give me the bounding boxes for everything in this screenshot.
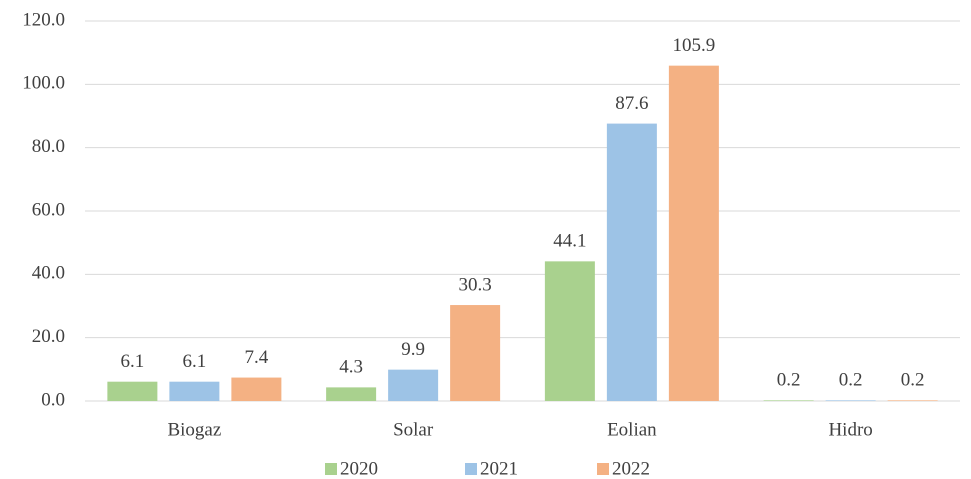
bar	[326, 387, 377, 401]
bar	[231, 377, 282, 401]
data-label: 105.9	[673, 35, 716, 56]
bar	[668, 65, 719, 402]
legend-label: 2021	[480, 458, 518, 479]
x-tick-label: Biogaz	[167, 419, 221, 440]
bar	[450, 305, 501, 401]
y-tick-label: 40.0	[32, 263, 65, 284]
bar	[169, 381, 220, 401]
data-label: 6.1	[121, 351, 145, 372]
x-tick-label: Eolian	[607, 419, 657, 440]
y-tick-label: 20.0	[32, 326, 65, 347]
data-label: 44.1	[553, 231, 586, 252]
y-tick-label: 80.0	[32, 136, 65, 157]
legend-swatch	[597, 463, 609, 475]
x-tick-label: Solar	[393, 419, 434, 440]
legend-label: 2022	[612, 458, 650, 479]
legend-swatch	[465, 463, 477, 475]
bar	[825, 400, 876, 401]
bar	[887, 400, 938, 401]
data-label: 6.1	[183, 351, 207, 372]
data-label: 4.3	[339, 357, 363, 378]
data-label: 9.9	[401, 339, 425, 360]
bar	[763, 400, 814, 401]
legend-label: 2020	[340, 458, 378, 479]
bar	[107, 381, 158, 401]
y-tick-label: 100.0	[22, 73, 65, 94]
data-label: 87.6	[615, 93, 648, 114]
data-label: 7.4	[245, 347, 269, 368]
data-label: 30.3	[459, 274, 492, 295]
bar	[544, 261, 595, 401]
bar	[606, 123, 657, 401]
data-label: 0.2	[777, 370, 801, 391]
y-tick-label: 0.0	[41, 389, 65, 410]
legend-swatch	[325, 463, 337, 475]
bar	[388, 369, 439, 401]
x-tick-label: Hidro	[828, 419, 872, 440]
y-tick-label: 120.0	[22, 9, 65, 30]
data-label: 0.2	[839, 370, 863, 391]
y-tick-label: 60.0	[32, 199, 65, 220]
data-label: 0.2	[901, 370, 925, 391]
